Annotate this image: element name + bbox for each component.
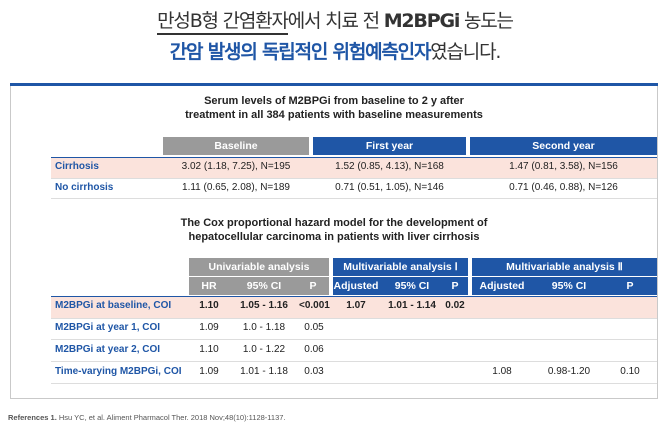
table2-row-label: Time-varying M2BPGi, COI xyxy=(55,366,182,377)
table2-row-year1 xyxy=(51,318,657,340)
table1-row-label: Cirrhosis xyxy=(55,161,99,172)
table2-cell: 0.10 xyxy=(620,366,640,377)
table2-subheader: Adjusted xyxy=(333,280,379,292)
table1-row-label: No cirrhosis xyxy=(55,182,114,193)
table2-group-multivariable-1: Multivariable analysis Ⅰ xyxy=(333,258,468,276)
table2-cell: <0.001 xyxy=(299,300,330,311)
table1-cell: 0.71 (0.51, 1.05), N=146 xyxy=(335,182,444,193)
table1-title-line-2: treatment in all 384 patients with basel… xyxy=(185,109,483,121)
headline-text: 에서 치료 전 xyxy=(287,10,384,32)
table1-cell: 3.02 (1.18, 7.25), N=195 xyxy=(181,161,291,172)
table2-cell: 1.01 - 1.18 xyxy=(240,366,288,377)
table2-subheader-bg-m1 xyxy=(333,277,468,295)
table2-cell: 1.09 xyxy=(199,322,219,333)
table2-subheader: P xyxy=(451,280,459,292)
table2-subheader: 95% CI xyxy=(394,280,430,292)
table1-header-baseline: Baseline xyxy=(163,137,309,155)
table2-cell: 0.02 xyxy=(445,300,465,311)
table2-row-time-varying xyxy=(51,362,657,384)
box-top-border xyxy=(10,83,658,86)
headline-line-2: 간암 발생의 독립적인 위험예측인자였습니다. xyxy=(0,37,670,64)
headline-bold-text: M2BPGi xyxy=(383,10,461,32)
table1-header-second-year: Second year xyxy=(470,137,657,155)
headline-end-text: 농도는 xyxy=(459,10,514,32)
table1-cell: 1.52 (0.85, 4.13), N=168 xyxy=(335,161,444,172)
table1-row-no-cirrhosis xyxy=(51,178,657,199)
table1-row-cirrhosis xyxy=(51,157,657,179)
table2-cell: 0.05 xyxy=(304,322,324,333)
table2-title-line-2: hepatocellular carcinoma in patients wit… xyxy=(188,231,480,243)
table2-cell: 1.10 xyxy=(199,300,219,311)
table1-cell: 1.11 (0.65, 2.08), N=189 xyxy=(182,182,290,193)
table2-cell: 0.98-1.20 xyxy=(547,366,591,377)
table2-title-line-1: The Cox proportional hazard model for th… xyxy=(180,217,488,229)
table2-subheader: P xyxy=(309,280,317,292)
headline-underlined-text: 만성B형 간염환자 xyxy=(157,10,289,35)
table2-cell: 1.10 xyxy=(199,344,219,355)
table2-cell: 0.03 xyxy=(304,366,324,377)
headline-blue-text: 간암 발생의 독립적인 위험예측인자 xyxy=(169,41,432,63)
table2-cell: 1.08 xyxy=(492,366,512,377)
headline-end-text-2: 였습니다. xyxy=(430,41,501,63)
table2-row-baseline xyxy=(51,296,657,319)
table2-cell: 1.0 - 1.18 xyxy=(242,322,286,333)
table2-group-multivariable-2: Multivariable analysis Ⅱ xyxy=(472,258,657,276)
table2-row-year2 xyxy=(51,340,657,362)
table2-subheader: P xyxy=(626,280,634,292)
table2-title: The Cox proportional hazard model for th… xyxy=(11,216,657,244)
table2-subheader-bg-m2 xyxy=(472,277,657,295)
table2-subheader: 95% CI xyxy=(246,280,282,292)
table2-subheader: Adjusted xyxy=(479,280,525,292)
table2-subheader-bg-uni xyxy=(189,277,329,295)
references-text: Hsu YC, et al. Aliment Pharmacol Ther. 2… xyxy=(56,413,286,422)
headline-line-1: 만성B형 간염환자에서 치료 전 M2BPGi 농도는 xyxy=(0,6,670,35)
table2-subheader: HR xyxy=(201,280,217,292)
references-label: References 1. xyxy=(8,413,57,422)
content-box: Serum levels of M2BPGi from baseline to … xyxy=(10,83,658,399)
table1-header-first-year: First year xyxy=(313,137,466,155)
table2-row-label: M2BPGi at year 1, COI xyxy=(55,322,161,333)
table2-cell: 1.01 - 1.14 xyxy=(388,300,436,311)
table2-cell: 1.05 - 1.16 xyxy=(240,300,288,311)
table1-title: Serum levels of M2BPGi from baseline to … xyxy=(11,94,657,122)
table2-cell: 1.09 xyxy=(199,366,219,377)
table1-cell: 0.71 (0.46, 0.88), N=126 xyxy=(509,182,618,193)
table1-title-line-1: Serum levels of M2BPGi from baseline to … xyxy=(204,95,464,107)
table2-row-label: M2BPGi at year 2, COI xyxy=(55,344,161,355)
table2-subheader: 95% CI xyxy=(551,280,587,292)
table2-cell: 0.06 xyxy=(304,344,324,355)
table2-group-univariable: Univariable analysis xyxy=(189,258,329,276)
references: References 1. Hsu YC, et al. Aliment Pha… xyxy=(8,413,286,422)
table2-cell: 1.0 - 1.22 xyxy=(242,344,286,355)
table2-row-label: M2BPGi at baseline, COI xyxy=(55,300,172,311)
table2-cell: 1.07 xyxy=(346,300,366,311)
table1-cell: 1.47 (0.81, 3.58), N=156 xyxy=(509,161,618,172)
